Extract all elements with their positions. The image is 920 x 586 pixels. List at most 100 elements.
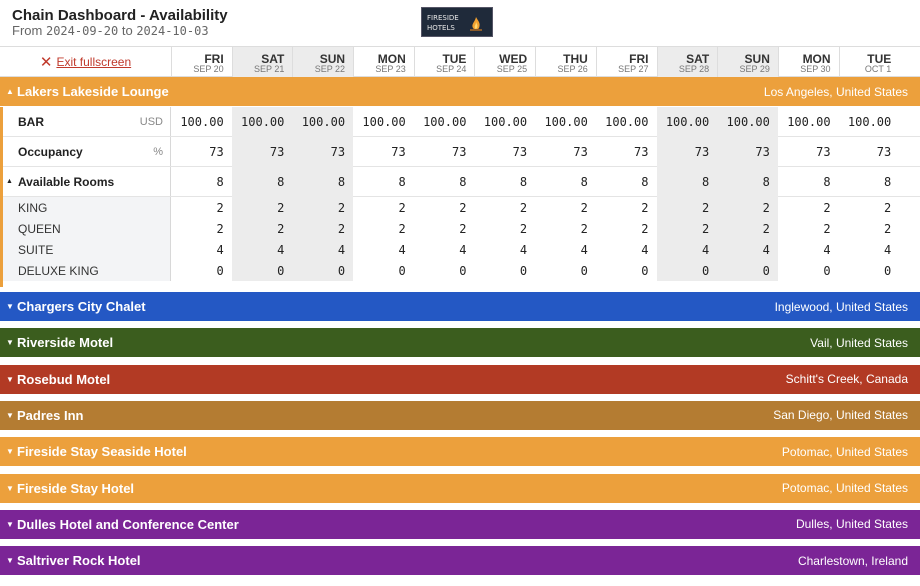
hotel-header-collapsed[interactable]: ▼ Saltriver Rock Hotel Charlestown, Irelan… [0, 546, 920, 576]
grid-cell[interactable]: 73 [512, 145, 528, 159]
day-of-week: SAT [686, 52, 710, 66]
row-label: SUITE [3, 239, 171, 260]
grid-cell[interactable]: 8 [580, 175, 588, 189]
grid-cell[interactable]: 4 [884, 242, 892, 257]
grid-cell[interactable]: 8 [884, 175, 892, 189]
grid-cell[interactable]: 8 [641, 175, 649, 189]
grid-cell[interactable]: 0 [717, 260, 778, 281]
grid-cell[interactable]: 2 [823, 200, 831, 215]
grid-cell[interactable]: 2 [398, 200, 406, 215]
grid-cell[interactable]: 2 [459, 200, 467, 215]
grid-cell[interactable]: 0 [398, 263, 406, 278]
grid-cell[interactable]: 2 [717, 218, 778, 239]
grid-cell[interactable]: 4 [216, 242, 224, 257]
row-label[interactable]: ▲ Available Rooms [3, 167, 171, 196]
grid-cell[interactable]: 2 [216, 200, 224, 215]
grid-cell[interactable]: 100.00 [231, 107, 293, 137]
grid-cell[interactable]: 2 [459, 221, 467, 236]
grid-cell[interactable]: 100.00 [544, 115, 588, 129]
grid-cell[interactable]: 100.00 [423, 115, 467, 129]
grid-cell[interactable]: 2 [580, 200, 588, 215]
grid-cell[interactable]: 2 [884, 200, 892, 215]
grid-cell[interactable]: 73 [816, 145, 831, 159]
hotel-header-collapsed[interactable]: ▼ Riverside Motel Vail, United States [0, 328, 920, 358]
grid-cell[interactable]: 0 [459, 263, 467, 278]
grid-cell[interactable]: 8 [292, 167, 354, 197]
grid-cell[interactable]: 2 [580, 221, 588, 236]
grid-cell[interactable]: 100.00 [292, 107, 354, 137]
grid-cell[interactable]: 4 [656, 239, 718, 260]
grid-cell[interactable]: 100.00 [656, 107, 718, 137]
grid-cell[interactable]: 0 [231, 260, 293, 281]
grid-cell[interactable]: 73 [391, 145, 406, 159]
grid-cell[interactable]: 73 [876, 145, 892, 159]
grid-cell[interactable]: 2 [519, 200, 528, 215]
grid-cell[interactable]: 0 [656, 260, 718, 281]
grid-cell[interactable]: 4 [823, 242, 831, 257]
hotel-header-collapsed[interactable]: ▼ Dulles Hotel and Conference Center Dulle… [0, 509, 920, 539]
grid-cell[interactable]: 100.00 [847, 115, 892, 129]
availability-grid: BAR USD 100.00 100.00 100.00 100.00 100.00 100.… [0, 107, 920, 287]
grid-cell[interactable]: 73 [451, 145, 467, 159]
grid-cell[interactable]: 100.00 [180, 115, 224, 129]
grid-cell[interactable]: 8 [656, 167, 718, 197]
grid-cell[interactable]: 8 [519, 175, 528, 189]
hotel-header-collapsed[interactable]: ▼ Padres Inn San Diego, United States [0, 400, 920, 430]
grid-cell[interactable]: 8 [398, 175, 406, 189]
grid-cell[interactable]: 2 [292, 218, 354, 239]
grid-cell[interactable]: 2 [398, 221, 406, 236]
grid-cell[interactable]: 100.00 [717, 107, 778, 137]
grid-cell[interactable]: 4 [398, 242, 406, 257]
grid-cell[interactable]: 4 [717, 239, 778, 260]
hotel-header-collapsed[interactable]: ▼ Fireside Stay Seaside Hotel Potomac, Uni… [0, 437, 920, 467]
grid-cell[interactable]: 4 [292, 239, 354, 260]
grid-cell[interactable]: 4 [519, 242, 528, 257]
grid-cell[interactable]: 4 [580, 242, 588, 257]
grid-cell[interactable]: 0 [823, 263, 831, 278]
grid-cell[interactable]: 0 [216, 263, 224, 278]
grid-cell[interactable]: 8 [216, 175, 224, 189]
grid-cell[interactable]: 2 [717, 197, 778, 218]
hotel-name: Dulles Hotel and Conference Center [17, 516, 239, 532]
grid-cell[interactable]: 2 [216, 221, 224, 236]
grid-cell[interactable]: 73 [231, 137, 293, 167]
grid-cell[interactable]: 4 [459, 242, 467, 257]
grid-cell[interactable]: 100.00 [483, 115, 528, 129]
grid-cell[interactable]: 73 [292, 137, 354, 167]
grid-cell[interactable]: 2 [292, 197, 354, 218]
grid-cell[interactable]: 0 [292, 260, 354, 281]
hotel-header-collapsed[interactable]: ▼ Chargers City Chalet Inglewood, United S… [0, 292, 920, 321]
grid-cell[interactable]: 8 [459, 175, 467, 189]
grid-cell[interactable]: 8 [717, 167, 778, 197]
fireside-hotels-logo: FIRESIDE HOTELS [421, 7, 493, 37]
grid-cell[interactable]: 100.00 [787, 115, 831, 129]
grid-cell[interactable]: 0 [641, 263, 649, 278]
grid-cell[interactable]: 2 [884, 221, 892, 236]
grid-cell[interactable]: 73 [656, 137, 718, 167]
grid-cell[interactable]: 8 [231, 167, 293, 197]
grid-cell[interactable]: 0 [884, 263, 892, 278]
hotel-header-collapsed[interactable]: ▼ Fireside Stay Hotel Potomac, United Stat… [0, 473, 920, 503]
grid-cell[interactable]: 2 [231, 197, 293, 218]
grid-cell[interactable]: 73 [634, 145, 649, 159]
grid-cell[interactable]: 4 [641, 242, 649, 257]
grid-cell[interactable]: 2 [641, 200, 649, 215]
hotel-header-expanded[interactable]: ▲ Lakers Lakeside Lounge Los Angeles, Un… [0, 77, 920, 106]
grid-cell[interactable]: 73 [573, 145, 588, 159]
hotel-header-collapsed[interactable]: ▼ Rosebud Motel Schitt's Creek, Canada [0, 364, 920, 394]
grid-cell[interactable]: 2 [656, 197, 718, 218]
grid-cell[interactable]: 4 [231, 239, 293, 260]
grid-cell[interactable]: 8 [823, 175, 831, 189]
grid-cell[interactable]: 100.00 [362, 115, 406, 129]
grid-cell[interactable]: 73 [209, 145, 224, 159]
grid-cell[interactable]: 100.00 [605, 115, 649, 129]
grid-cell[interactable]: 2 [231, 218, 293, 239]
grid-cell[interactable]: 2 [656, 218, 718, 239]
grid-cell[interactable]: 2 [519, 221, 528, 236]
grid-cell[interactable]: 0 [580, 263, 588, 278]
grid-cell[interactable]: 0 [519, 263, 528, 278]
grid-cell[interactable]: 2 [641, 221, 649, 236]
exit-fullscreen-button[interactable]: ✕ Exit fullscreen [0, 47, 171, 77]
grid-cell[interactable]: 2 [823, 221, 831, 236]
grid-cell[interactable]: 73 [717, 137, 778, 167]
